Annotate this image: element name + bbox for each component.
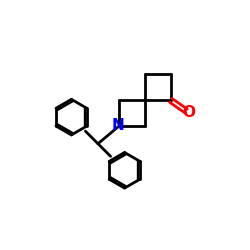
Text: O: O — [183, 105, 196, 120]
Text: N: N — [111, 118, 124, 133]
